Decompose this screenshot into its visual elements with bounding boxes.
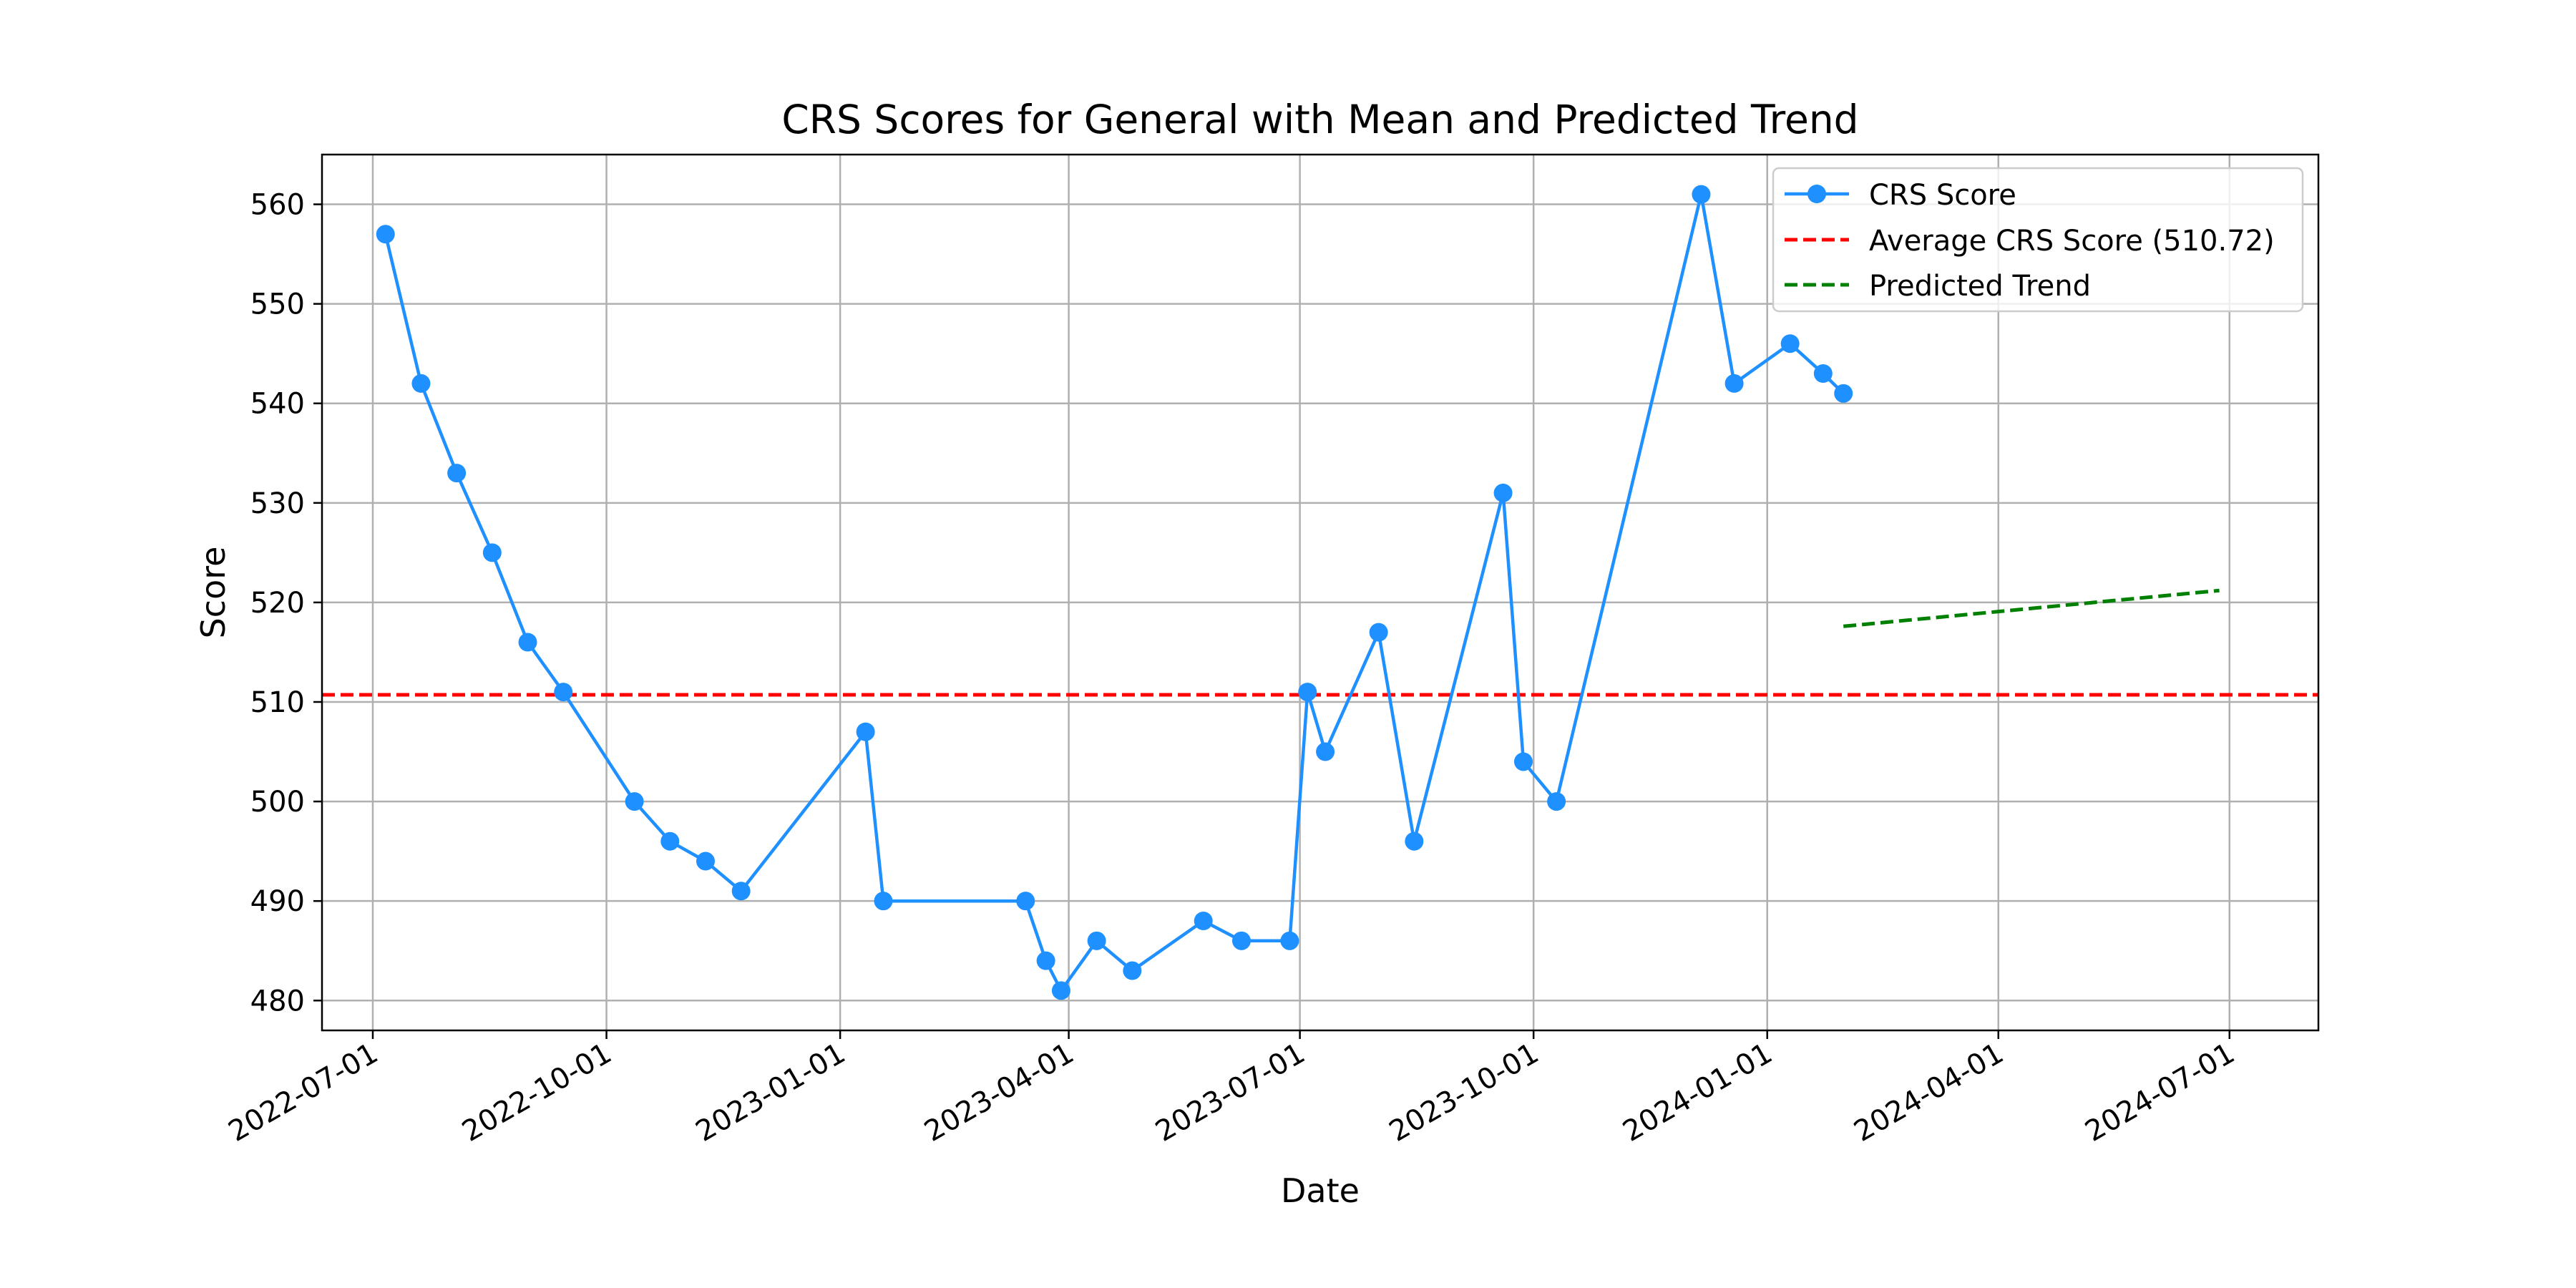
y-tick-label: 480: [250, 985, 305, 1018]
data-layer: [322, 185, 2318, 1000]
crs-score-point: [1231, 931, 1251, 950]
crs-score-point: [518, 633, 537, 652]
legend-label-crs-score: CRS Score: [1869, 179, 2016, 212]
crs-score-point: [696, 852, 715, 871]
crs-score-point: [1298, 683, 1317, 702]
crs-score-point: [1087, 931, 1106, 950]
crs-score-point: [554, 683, 573, 702]
y-tick-label: 520: [250, 587, 305, 620]
crs-score-point: [447, 464, 467, 483]
crs-score-point: [856, 722, 875, 741]
crs-score-point: [874, 892, 893, 911]
crs-score-point: [625, 792, 644, 811]
y-tick-label: 540: [250, 388, 305, 421]
predicted-trend-line: [1843, 588, 2220, 628]
crs-score-point: [411, 374, 431, 393]
crs-score-point: [731, 882, 751, 901]
crs-score-point: [1780, 334, 1800, 353]
y-axis: 480 490 500 510 520 530 540 550 560: [250, 189, 322, 1018]
crs-score-point: [1813, 364, 1833, 383]
y-tick-label: 510: [250, 686, 305, 719]
crs-score-point: [1547, 792, 1566, 811]
y-axis-label: Score: [194, 547, 233, 639]
y-tick-label: 500: [250, 786, 305, 819]
legend-label-average: Average CRS Score (510.72): [1869, 225, 2275, 258]
crs-score-point: [1036, 951, 1055, 970]
legend-box: [1772, 167, 2304, 313]
y-tick-label: 490: [250, 885, 305, 918]
legend-label-predicted-trend: Predicted Trend: [1869, 270, 2091, 303]
crs-score-point: [376, 225, 395, 244]
crs-score-point: [1724, 374, 1744, 393]
plot-frame: [321, 153, 2320, 1032]
y-tick-label: 560: [250, 189, 305, 222]
crs-score-point: [1051, 981, 1070, 1000]
legend-marker-crs-score: [1807, 185, 1826, 203]
crs-score-point: [1405, 831, 1424, 851]
chart-title: CRS Scores for General with Mean and Pre…: [781, 97, 1858, 142]
crs-score-point: [1834, 384, 1853, 403]
crs-score-point: [1369, 623, 1388, 642]
y-tick-label: 530: [250, 487, 305, 520]
x-axis-label: Date: [1281, 1171, 1360, 1210]
crs-score-point: [1513, 752, 1533, 771]
crs-score-point: [1280, 931, 1299, 950]
crs-score-point: [1123, 961, 1142, 980]
crs-score-point: [660, 831, 680, 851]
legend: CRS Score Average CRS Score (510.72) Pre…: [1772, 167, 2304, 313]
crs-score-point: [482, 543, 502, 562]
crs-score-point: [1493, 483, 1513, 502]
crs-score-point: [1194, 912, 1213, 930]
crs-score-point: [1016, 892, 1035, 911]
crs-score-point: [1692, 185, 1711, 204]
y-tick-label: 550: [250, 288, 305, 321]
crs-score-point: [1316, 742, 1335, 761]
